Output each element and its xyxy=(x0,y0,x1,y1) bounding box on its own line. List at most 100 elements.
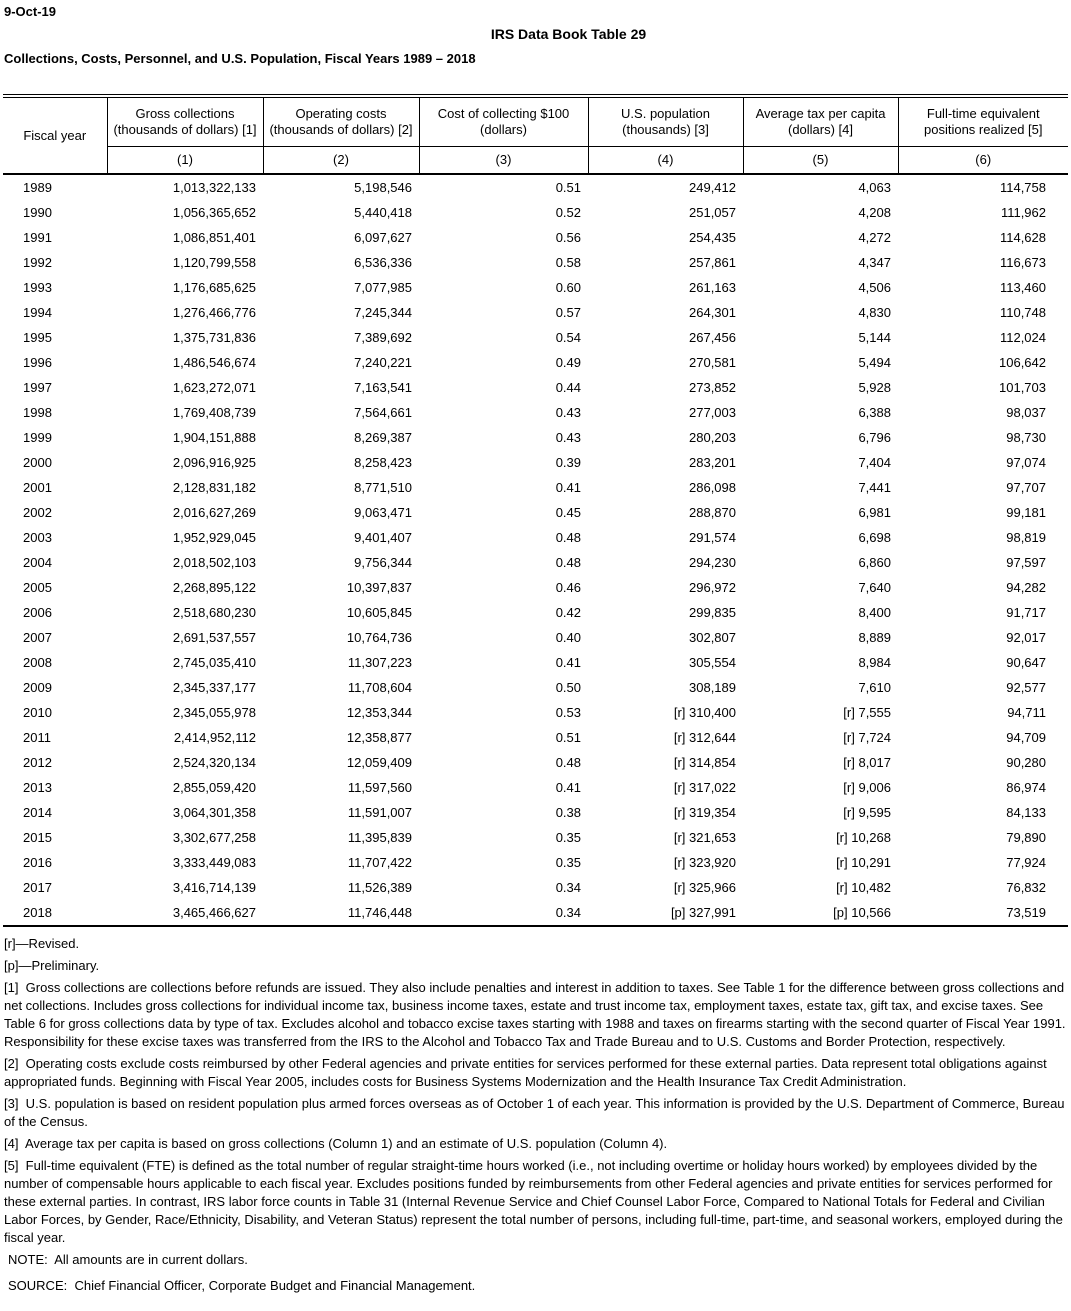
fiscal-year-cell: 2003 xyxy=(23,530,52,545)
value-cell: 286,098 xyxy=(689,480,736,495)
value-cell: 97,597 xyxy=(1006,555,1046,570)
table-row: 2014 3,064,301,358 11,591,007 0.38 [r] 319,3… xyxy=(3,800,1068,825)
value-cell: 98,730 xyxy=(1006,430,1046,445)
value-cell: 7,077,985 xyxy=(354,280,412,295)
value-cell: 264,301 xyxy=(689,305,736,320)
value-cell: 12,358,877 xyxy=(346,730,412,745)
column-label: Average tax per capita xyxy=(755,106,886,121)
fiscal-year-cell: 1999 xyxy=(23,430,52,445)
table-row: 1995 1,375,731,836 7,389,692 0.54 267,456 5,1… xyxy=(3,325,1068,350)
footnote: [p]—Preliminary. xyxy=(4,958,100,973)
fiscal-year-cell: 2002 xyxy=(23,505,52,520)
value-cell: 288,870 xyxy=(689,505,736,520)
column-sublabel: (dollars) xyxy=(480,122,527,137)
fiscal-year-cell: 2018 xyxy=(23,905,52,920)
fiscal-year-cell: 2015 xyxy=(23,830,52,845)
report-date: 9-Oct-19 xyxy=(4,4,57,19)
value-cell: 4,208 xyxy=(858,205,891,220)
value-cell: 90,280 xyxy=(1006,755,1046,770)
value-cell: 76,832 xyxy=(1006,880,1046,895)
value-cell: 1,904,151,888 xyxy=(172,430,256,445)
value-cell: 0.38 xyxy=(555,805,581,820)
value-cell: 99,181 xyxy=(1006,505,1046,520)
column-number-3: (3) xyxy=(419,146,589,175)
column-header-2: Operating costs (thousands of dollars) [2… xyxy=(263,96,420,147)
value-cell: 2,518,680,230 xyxy=(172,605,256,620)
value-cell: 0.34 xyxy=(555,905,581,920)
fiscal-year-cell: 1994 xyxy=(23,305,52,320)
value-cell: 90,647 xyxy=(1006,655,1046,670)
fiscal-year-cell: 2017 xyxy=(23,880,52,895)
column-header-3: Cost of collecting $100 (dollars) xyxy=(419,96,589,147)
value-cell: 7,389,692 xyxy=(354,330,412,345)
fiscal-year-cell: 2009 xyxy=(23,680,52,695)
value-cell: [p] 327,991 xyxy=(670,905,736,920)
value-cell: 84,133 xyxy=(1006,805,1046,820)
value-cell: 7,163,541 xyxy=(354,380,412,395)
value-cell: 0.43 xyxy=(555,405,581,420)
value-cell: 2,268,895,122 xyxy=(172,580,256,595)
value-cell: 94,282 xyxy=(1006,580,1046,595)
table-row: 2009 2,345,337,177 11,708,604 0.50 308,189 7,… xyxy=(3,675,1068,700)
fiscal-year-cell: 2014 xyxy=(23,805,52,820)
value-cell: 9,756,344 xyxy=(354,555,412,570)
fiscal-year-cell: 1990 xyxy=(23,205,52,220)
value-cell: 294,230 xyxy=(689,555,736,570)
value-cell: 86,974 xyxy=(1006,780,1046,795)
value-cell: [r] 325,966 xyxy=(673,880,736,895)
fiscal-year-cell: 1998 xyxy=(23,405,52,420)
value-cell: [r] 10,291 xyxy=(836,855,891,870)
value-cell: 8,984 xyxy=(858,655,891,670)
value-cell: 1,056,365,652 xyxy=(172,205,256,220)
value-cell: 1,952,929,045 xyxy=(172,530,256,545)
value-cell: [r] 314,854 xyxy=(673,755,736,770)
value-cell: 92,577 xyxy=(1006,680,1046,695)
column-number-4: (4) xyxy=(588,146,744,175)
column-label: Full-time equivalent xyxy=(926,106,1040,121)
fiscal-year-cell: 1992 xyxy=(23,255,52,270)
value-cell: 2,018,502,103 xyxy=(172,555,256,570)
value-cell: 1,276,466,776 xyxy=(172,305,256,320)
table-note: NOTE: All amounts are in current dollars… xyxy=(4,1251,1067,1269)
table-row: 1990 1,056,365,652 5,440,418 0.52 251,057 4,2… xyxy=(3,200,1068,225)
header-row-numbers: (1) (2) (3) (4) (5) (6) xyxy=(3,146,1068,175)
value-cell: 2,096,916,925 xyxy=(172,455,256,470)
value-cell: 1,176,685,625 xyxy=(172,280,256,295)
value-cell: 2,745,035,410 xyxy=(172,655,256,670)
value-cell: 11,708,604 xyxy=(347,680,412,695)
value-cell: 0.57 xyxy=(555,305,581,320)
table-body: 1989 1,013,322,133 5,198,546 0.51 249,412 4,0… xyxy=(3,174,1068,926)
table-row: 1993 1,176,685,625 7,077,985 0.60 261,163 4,5… xyxy=(3,275,1068,300)
table-row: 2000 2,096,916,925 8,258,423 0.39 283,201 7,4… xyxy=(3,450,1068,475)
value-cell: 6,796 xyxy=(858,430,891,445)
value-cell: 6,860 xyxy=(858,555,891,570)
value-cell: 257,861 xyxy=(689,255,736,270)
value-cell: 0.52 xyxy=(555,205,581,220)
value-cell: 0.34 xyxy=(555,880,581,895)
table-row: 1991 1,086,851,401 6,097,627 0.56 254,435 4,2… xyxy=(3,225,1068,250)
value-cell: 0.53 xyxy=(555,705,581,720)
column-header-1: Gross collections (thousands of dollars) … xyxy=(107,96,264,147)
value-cell: 254,435 xyxy=(689,230,736,245)
value-cell: 98,819 xyxy=(1006,530,1046,545)
value-cell: 114,758 xyxy=(999,180,1046,195)
value-cell: 112,024 xyxy=(999,330,1046,345)
fiscal-year-cell: 2013 xyxy=(23,780,52,795)
table-row: 1992 1,120,799,558 6,536,336 0.58 257,861 4,3… xyxy=(3,250,1068,275)
value-cell: 91,717 xyxy=(1006,605,1046,620)
value-cell: 3,302,677,258 xyxy=(172,830,256,845)
value-cell: 12,059,409 xyxy=(346,755,412,770)
value-cell: 7,610 xyxy=(858,680,891,695)
value-cell: 0.39 xyxy=(555,455,581,470)
fiscal-year-cell: 1995 xyxy=(23,330,52,345)
footnote: [2] Operating costs exclude costs reimbu… xyxy=(4,1056,1051,1089)
column-label: Operating costs xyxy=(295,106,387,121)
fiscal-year-cell: 2007 xyxy=(23,630,52,645)
table-row: 1999 1,904,151,888 8,269,387 0.43 280,203 6,7… xyxy=(3,425,1068,450)
value-cell: [p] 10,566 xyxy=(833,905,891,920)
value-cell: 6,981 xyxy=(858,505,891,520)
value-cell: 0.48 xyxy=(555,530,581,545)
value-cell: 94,709 xyxy=(1006,730,1046,745)
value-cell: 0.35 xyxy=(555,855,581,870)
value-cell: 6,698 xyxy=(858,530,891,545)
